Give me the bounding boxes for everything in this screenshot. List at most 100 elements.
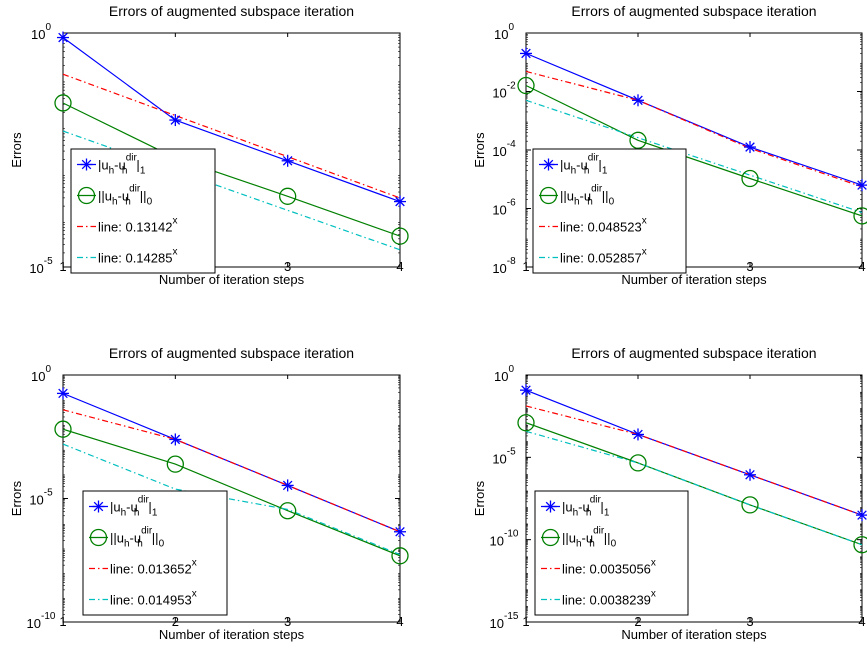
chart-panel-1: Errors of augmented subspace iteration Nu…	[9, 3, 409, 287]
legend-label: line: 0.014953x	[110, 589, 197, 608]
y-axis-label: Errors	[472, 132, 487, 168]
data-point-star	[394, 525, 406, 538]
x-axis-label: Number of iteration steps	[621, 627, 767, 642]
y-tick-label: 10-5	[29, 488, 53, 508]
y-tick-label: 10-10	[27, 611, 56, 631]
chart-title: Errors of augmented subspace iteration	[571, 3, 816, 19]
legend-marker-star	[545, 501, 556, 512]
legend: |uh-udir h |1 ||uh-udir h ||0 line: 0.0035056x…	[534, 490, 689, 616]
legend-marker-circle	[77, 186, 96, 205]
x-tick-label: 2	[634, 614, 641, 629]
series-line-3	[63, 409, 400, 533]
x-axis-label: Number of iteration steps	[159, 272, 305, 287]
legend: |uh-udir h |1 ||uh-udir h ||0 line: 0.13142x li…	[70, 148, 216, 274]
legend-label: |uh-udir h |1	[562, 495, 610, 519]
legend-label: line: 0.0035056x	[562, 558, 656, 577]
series-line-3	[526, 405, 862, 516]
series-line-3	[526, 70, 862, 188]
data-point-star	[520, 47, 532, 60]
data-point-circle	[279, 502, 297, 520]
legend-box	[82, 490, 228, 616]
chart-panel-3: Errors of augmented subspace iteration Nu…	[9, 345, 409, 642]
chart-title: Errors of augmented subspace iteration	[109, 3, 354, 19]
y-axis-label: Errors	[472, 480, 487, 516]
series-line-3	[63, 73, 400, 199]
chart-title: Errors of augmented subspace iteration	[571, 345, 816, 361]
x-tick-label: 2	[172, 614, 179, 629]
legend: |uh-udir h |1 ||uh-udir h ||0 line: 0.048523x l…	[532, 148, 687, 274]
data-point-star	[856, 509, 867, 522]
series-line-2	[63, 428, 400, 557]
y-tick-label: 10-8	[492, 256, 516, 276]
y-tick-label: 100	[494, 22, 514, 42]
y-tick-label: 10-2	[492, 81, 516, 101]
data-point-star	[520, 384, 532, 397]
y-tick-label: 10-15	[490, 611, 519, 631]
y-tick-label: 100	[31, 22, 51, 42]
data-point-circle	[517, 76, 535, 95]
series-group	[526, 389, 862, 546]
y-tick-label: 10-5	[492, 446, 516, 466]
x-tick-label: 3	[284, 259, 291, 274]
data-point-circle	[629, 131, 647, 149]
data-point-star	[57, 31, 69, 44]
y-tick-label: 10-4	[492, 139, 516, 159]
legend-marker-star	[81, 159, 92, 170]
data-point-circle	[54, 420, 72, 438]
data-point-star	[281, 154, 294, 167]
data-point-circle	[166, 455, 184, 473]
legend-label: ||uh-udir h ||0	[562, 526, 617, 550]
legend-box	[532, 148, 687, 274]
legend-box	[70, 148, 216, 274]
data-point-circle	[741, 496, 759, 514]
y-tick-label: 10-6	[492, 198, 516, 218]
series-line-2	[526, 84, 862, 217]
series-line-2	[63, 102, 400, 237]
legend-marker-circle	[541, 528, 560, 547]
y-tick-label: 100	[31, 364, 51, 384]
data-point-star	[169, 433, 182, 446]
series-line-4	[63, 443, 400, 556]
legend-label: ||uh-udir h ||0	[110, 526, 165, 550]
data-point-star	[281, 479, 294, 492]
legend-label: |uh-udir h |1	[98, 153, 146, 177]
data-point-star	[632, 428, 644, 441]
data-point-star	[744, 468, 756, 481]
series-line-4	[526, 430, 862, 546]
x-tick-label: 3	[746, 259, 753, 274]
y-tick-label: 10-5	[29, 256, 53, 276]
data-point-star	[856, 179, 867, 192]
data-point-star	[394, 195, 406, 208]
legend-label: line: 0.048523x	[560, 216, 647, 235]
series-line-1	[63, 37, 400, 203]
data-point-circle	[629, 454, 647, 472]
legend-label: |uh-udir h |1	[560, 153, 608, 177]
data-point-star	[744, 141, 756, 154]
series-line-1	[526, 389, 862, 516]
data-point-circle	[391, 227, 409, 245]
legend-label: ||uh-udir h ||0	[98, 184, 153, 208]
legend-marker-circle	[89, 528, 108, 547]
legend: |uh-udir h |1 ||uh-udir h ||0 line: 0.013652x l…	[82, 490, 228, 616]
chart-title: Errors of augmented subspace iteration	[109, 345, 354, 361]
x-tick-label: 3	[284, 614, 291, 629]
y-tick-label: 10-10	[490, 529, 519, 549]
legend-label: line: 0.013652x	[110, 558, 197, 577]
y-axis-label: Errors	[9, 480, 24, 516]
legend-label: line: 0.13142x	[98, 216, 177, 235]
data-point-star	[57, 387, 69, 400]
legend-label: line: 0.052857x	[560, 247, 647, 266]
y-tick-label: 100	[494, 364, 514, 384]
series-line-4	[526, 99, 862, 214]
data-point-circle	[517, 414, 535, 432]
data-point-circle	[279, 187, 297, 205]
chart-panel-2: Errors of augmented subspace iteration Nu…	[472, 3, 867, 287]
data-point-circle	[853, 536, 867, 554]
data-point-star	[169, 114, 182, 127]
x-axis-label: Number of iteration steps	[621, 272, 767, 287]
data-point-circle	[853, 207, 867, 225]
data-point-circle	[741, 169, 759, 188]
y-axis-label: Errors	[9, 132, 24, 168]
legend-label: line: 0.14285x	[98, 247, 177, 266]
